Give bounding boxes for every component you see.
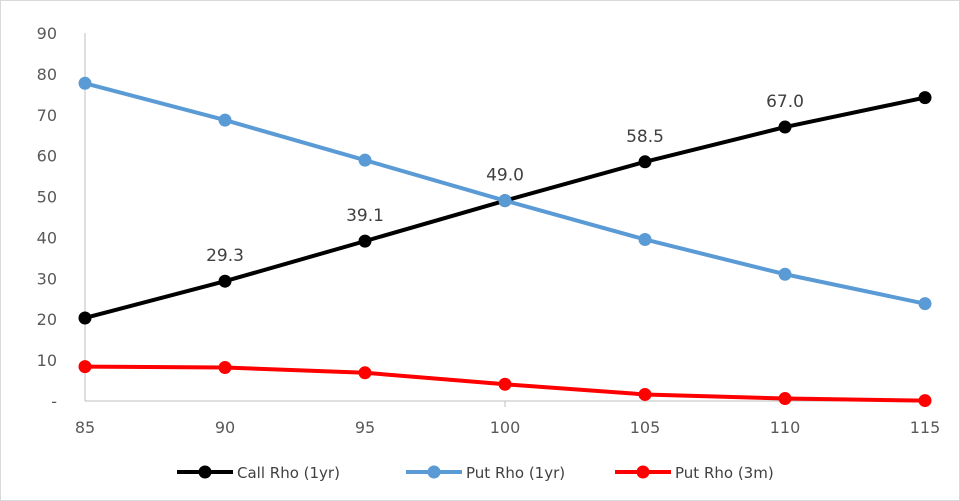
x-tick-label: 90 xyxy=(215,418,235,437)
data-point-put-rho-1yr xyxy=(358,153,372,167)
data-point-call-rho-1yr xyxy=(358,234,372,248)
data-label: 29.3 xyxy=(206,246,244,266)
data-label: 49.0 xyxy=(486,166,524,186)
y-tick-label: 50 xyxy=(37,188,57,207)
data-point-call-rho-1yr xyxy=(778,120,792,134)
legend-label-call-rho-1yr: Call Rho (1yr) xyxy=(237,464,340,482)
series-line-put-rho-1yr xyxy=(83,81,927,306)
data-point-put-rho-3m xyxy=(78,360,92,374)
axes xyxy=(84,33,925,402)
data-point-put-rho-3m xyxy=(918,394,932,408)
data-point-put-rho-3m xyxy=(498,377,512,391)
legend-swatch-marker-put-rho-3m xyxy=(636,465,650,479)
data-point-call-rho-1yr xyxy=(918,91,932,105)
y-tick-label: 40 xyxy=(37,228,57,247)
y-tick-label: 80 xyxy=(37,65,57,84)
y-tick-label: 70 xyxy=(37,106,57,125)
data-point-put-rho-1yr xyxy=(218,113,232,127)
data-point-put-rho-3m xyxy=(218,360,232,374)
x-tick-label: 115 xyxy=(910,418,941,437)
data-point-call-rho-1yr xyxy=(218,274,232,288)
x-tick-label: 85 xyxy=(75,418,95,437)
y-axis-ticks: - 10 20 30 40 50 60 70 80 90 xyxy=(37,24,57,411)
data-point-put-rho-3m xyxy=(638,387,652,401)
data-point-put-rho-1yr xyxy=(638,232,652,246)
legend: Call Rho (1yr) Put Rho (1yr) Put Rho (3m) xyxy=(177,464,774,482)
y-tick-label: - xyxy=(51,392,57,411)
legend-swatch-marker-call-rho-1yr xyxy=(198,465,212,479)
y-tick-label: 20 xyxy=(37,310,57,329)
legend-label-put-rho-3m: Put Rho (3m) xyxy=(675,464,774,482)
y-tick-label: 30 xyxy=(37,269,57,288)
data-point-put-rho-1yr xyxy=(498,194,512,208)
data-point-call-rho-1yr xyxy=(78,311,92,325)
series-layer xyxy=(78,76,932,408)
legend-label-put-rho-1yr: Put Rho (1yr) xyxy=(466,464,565,482)
x-axis-ticks: 85 90 95 100 105 110 115 xyxy=(75,401,940,437)
x-tick-label: 105 xyxy=(630,418,661,437)
data-point-put-rho-3m xyxy=(358,366,372,380)
y-tick-label: 90 xyxy=(37,24,57,43)
legend-swatch-marker-put-rho-1yr xyxy=(427,465,441,479)
data-point-put-rho-1yr xyxy=(918,297,932,311)
y-tick-label: 10 xyxy=(37,351,57,370)
data-labels: 29.3 39.1 49.0 58.5 67.0 xyxy=(206,92,804,266)
series-line-call-rho-1yr xyxy=(83,95,927,320)
data-point-call-rho-1yr xyxy=(638,155,652,169)
data-point-put-rho-1yr xyxy=(78,76,92,90)
x-tick-label: 95 xyxy=(355,418,375,437)
y-tick-label: 60 xyxy=(37,147,57,166)
data-label: 58.5 xyxy=(626,127,664,147)
x-tick-label: 110 xyxy=(770,418,801,437)
data-label: 67.0 xyxy=(766,92,804,112)
data-label: 39.1 xyxy=(346,206,384,226)
x-tick-label: 100 xyxy=(490,418,521,437)
data-point-put-rho-3m xyxy=(778,392,792,406)
data-point-put-rho-1yr xyxy=(778,267,792,281)
